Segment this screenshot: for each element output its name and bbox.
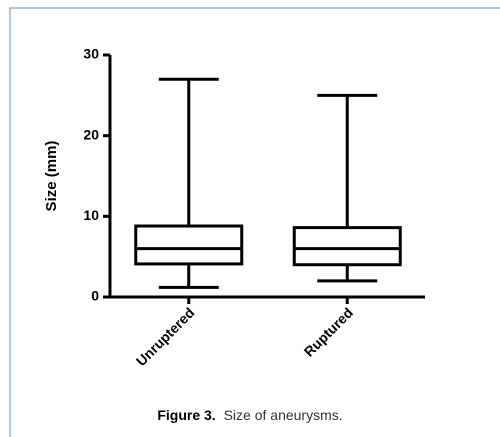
frame-border	[9, 7, 500, 437]
caption: Figure 3. Size of aneurysms.	[157, 407, 342, 423]
y-tick-label: 30	[83, 46, 99, 62]
box	[134, 224, 244, 266]
y-tick-label: 10	[83, 207, 99, 223]
y-axis-label: Size (mm)	[43, 141, 60, 212]
caption-label: Figure 3.	[157, 407, 215, 423]
x-tick-label: Unruptered	[133, 304, 198, 369]
box	[292, 226, 402, 267]
x-tick-label: Ruptured	[301, 304, 356, 359]
caption-text: Size of aneurysms.	[224, 407, 343, 423]
y-tick-label: 20	[83, 126, 99, 142]
y-tick-label: 0	[91, 288, 99, 304]
